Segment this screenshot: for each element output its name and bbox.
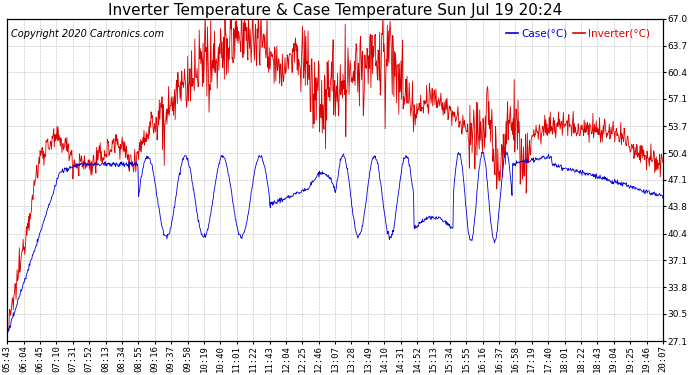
Text: Copyright 2020 Cartronics.com: Copyright 2020 Cartronics.com bbox=[10, 28, 164, 39]
Legend: Case(°C), Inverter(°C): Case(°C), Inverter(°C) bbox=[502, 24, 654, 42]
Title: Inverter Temperature & Case Temperature Sun Jul 19 20:24: Inverter Temperature & Case Temperature … bbox=[108, 3, 562, 18]
